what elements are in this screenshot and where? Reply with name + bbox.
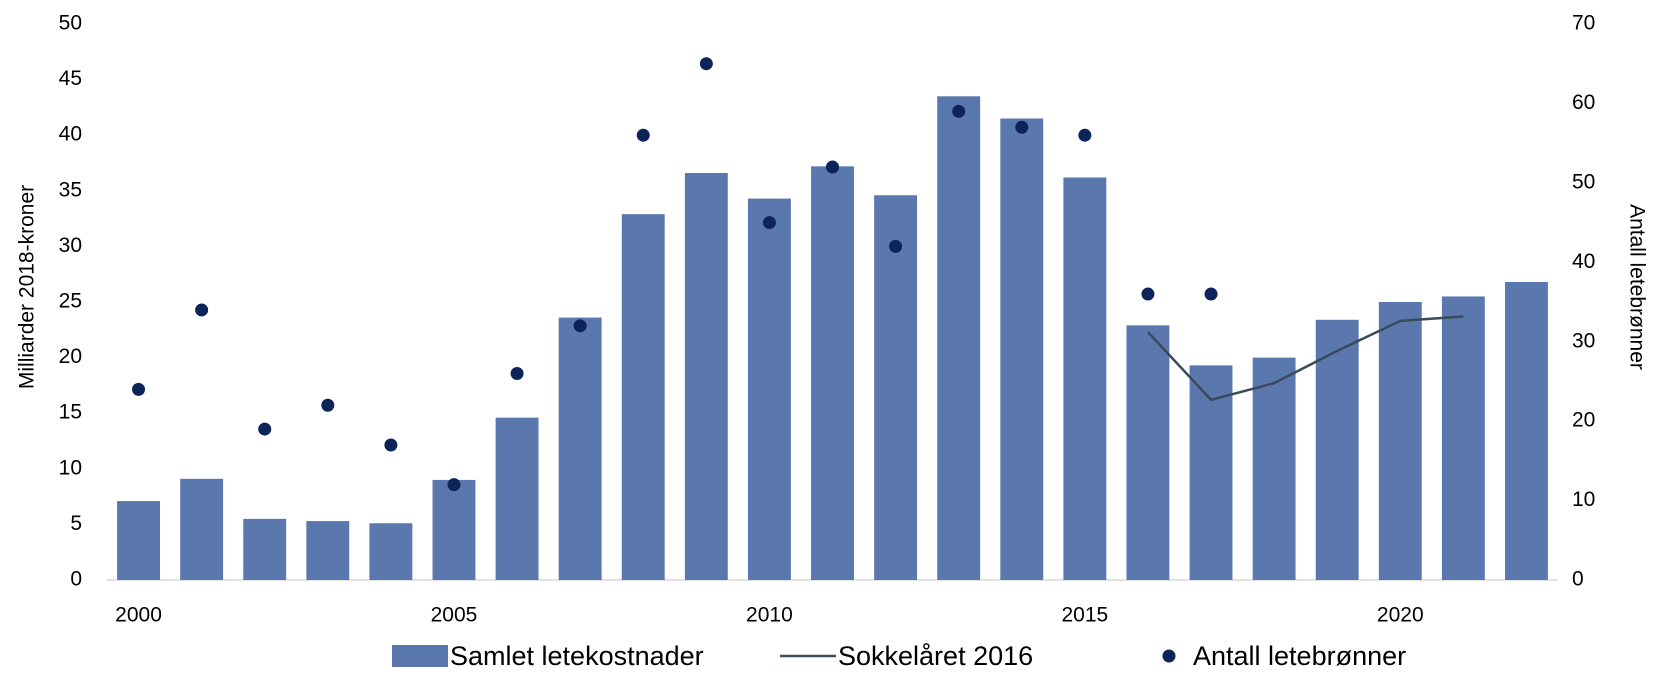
- bar: [1189, 365, 1233, 580]
- bar: [1000, 118, 1044, 581]
- y-tick-label: 40: [59, 123, 82, 146]
- legend-swatch: [392, 645, 448, 667]
- dot: [195, 303, 209, 317]
- dot: [132, 382, 146, 396]
- bar: [1441, 296, 1485, 580]
- dot: [952, 104, 966, 118]
- x-tick-label: 2020: [1377, 604, 1424, 627]
- bar: [432, 479, 476, 580]
- bar: [621, 214, 665, 581]
- y2-tick-label: 50: [1572, 170, 1595, 193]
- dot: [321, 398, 335, 412]
- dot: [1015, 120, 1029, 134]
- legend: Samlet letekostnader Sokkelåret 2016 Antal…: [392, 641, 1406, 671]
- dot: [573, 319, 587, 333]
- x-tick-label: 2015: [1061, 604, 1108, 627]
- y2-tick-label: 60: [1572, 91, 1595, 114]
- bar: [369, 523, 413, 580]
- legend-label: Sokkelåret 2016: [838, 641, 1033, 671]
- dot: [258, 422, 272, 436]
- y-tick-label: 45: [59, 67, 82, 90]
- dot: [762, 216, 776, 230]
- bar: [306, 521, 350, 580]
- dot: [384, 438, 398, 452]
- bar: [558, 317, 602, 580]
- y2-axis-title: Antall letebrønner: [1625, 204, 1648, 370]
- dot: [1204, 287, 1218, 301]
- y-tick-label: 0: [70, 568, 82, 591]
- y2-tick-label: 70: [1572, 12, 1595, 35]
- y-tick-label: 35: [59, 178, 82, 201]
- bar: [874, 195, 918, 581]
- bar: [684, 173, 728, 580]
- line: [1147, 315, 1464, 402]
- y-tick-label: 25: [59, 290, 82, 313]
- dot: [1141, 287, 1155, 301]
- dot: [510, 366, 524, 380]
- x-tick-label: 2005: [431, 604, 478, 627]
- y-axis-title: Milliarder 2018-kroner: [16, 185, 39, 389]
- dot: [826, 160, 839, 174]
- bar: [495, 417, 539, 580]
- bar: [1126, 325, 1170, 580]
- y-tick-label: 15: [59, 401, 82, 424]
- bar: [1505, 281, 1548, 580]
- legend-label: Antall letebrønner: [1193, 641, 1406, 671]
- bar: [937, 96, 981, 580]
- y2-tick-label: 40: [1572, 250, 1595, 273]
- dot: [889, 239, 903, 253]
- bar: [1378, 302, 1422, 580]
- y-tick-label: 10: [59, 456, 82, 479]
- bar: [1063, 177, 1107, 580]
- legend-swatch: [1162, 649, 1176, 663]
- bar: [180, 478, 224, 580]
- dot: [636, 128, 650, 142]
- bar: [811, 166, 854, 580]
- bar: [747, 198, 791, 581]
- bar: [1252, 357, 1296, 580]
- y-tick-label: 5: [70, 512, 82, 535]
- x-tick-label: 2010: [746, 604, 793, 627]
- y-tick-label: 50: [59, 12, 82, 35]
- y2-tick-label: 30: [1572, 329, 1595, 352]
- y2-tick-label: 20: [1572, 409, 1595, 432]
- y2-tick-label: 0: [1572, 568, 1584, 591]
- dot: [447, 478, 461, 492]
- y-tick-label: 30: [59, 234, 82, 257]
- y2-tick-label: 10: [1572, 488, 1595, 511]
- x-tick-label: 2000: [115, 604, 162, 627]
- bar: [1315, 319, 1359, 580]
- bar: [117, 501, 160, 580]
- dot: [699, 57, 713, 71]
- bar: [243, 518, 287, 580]
- dot: [1078, 128, 1092, 142]
- y-tick-label: 20: [59, 345, 82, 368]
- legend-label: Samlet letekostnader: [450, 641, 704, 671]
